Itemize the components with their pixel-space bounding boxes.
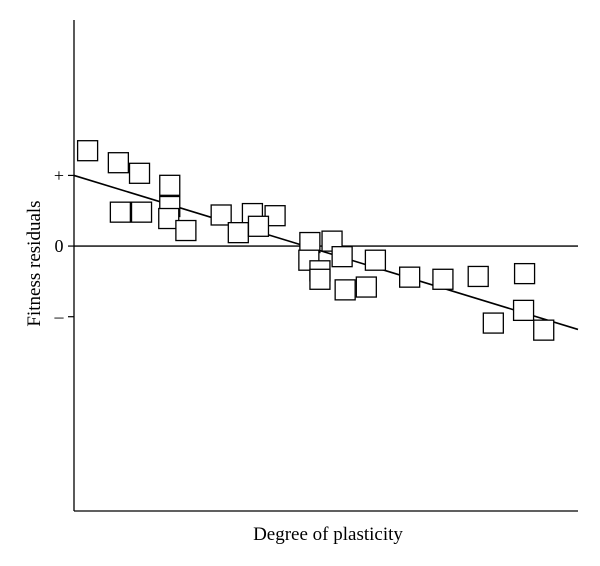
y-tick-label: + <box>54 165 64 185</box>
data-point <box>299 231 321 254</box>
regression-line <box>73 174 579 331</box>
y-tick-label: – <box>54 307 65 327</box>
data-point <box>107 152 130 174</box>
data-point <box>331 246 353 268</box>
data-points <box>76 140 555 341</box>
data-point <box>533 319 555 341</box>
data-point <box>247 215 270 237</box>
data-point <box>432 268 454 290</box>
data-point <box>227 221 249 244</box>
data-point <box>175 219 197 242</box>
data-point <box>158 207 180 230</box>
y-axis-label: Fitness residuals <box>24 200 45 326</box>
data-point <box>159 174 181 196</box>
data-point <box>364 249 387 271</box>
x-axis-label: Degree of plasticity <box>253 524 403 545</box>
data-point <box>76 140 99 162</box>
data-point <box>128 162 151 184</box>
y-ticks: +0 – <box>54 165 74 327</box>
data-point <box>482 312 504 334</box>
data-point <box>109 201 132 223</box>
data-point <box>399 266 421 288</box>
data-point <box>334 279 356 301</box>
data-point <box>467 265 489 288</box>
data-point <box>513 262 536 285</box>
data-point <box>309 268 331 290</box>
y-tick-label: 0 <box>55 236 64 256</box>
data-point <box>210 204 232 226</box>
data-point <box>355 276 377 298</box>
data-point <box>512 299 535 322</box>
data-point <box>130 201 153 223</box>
